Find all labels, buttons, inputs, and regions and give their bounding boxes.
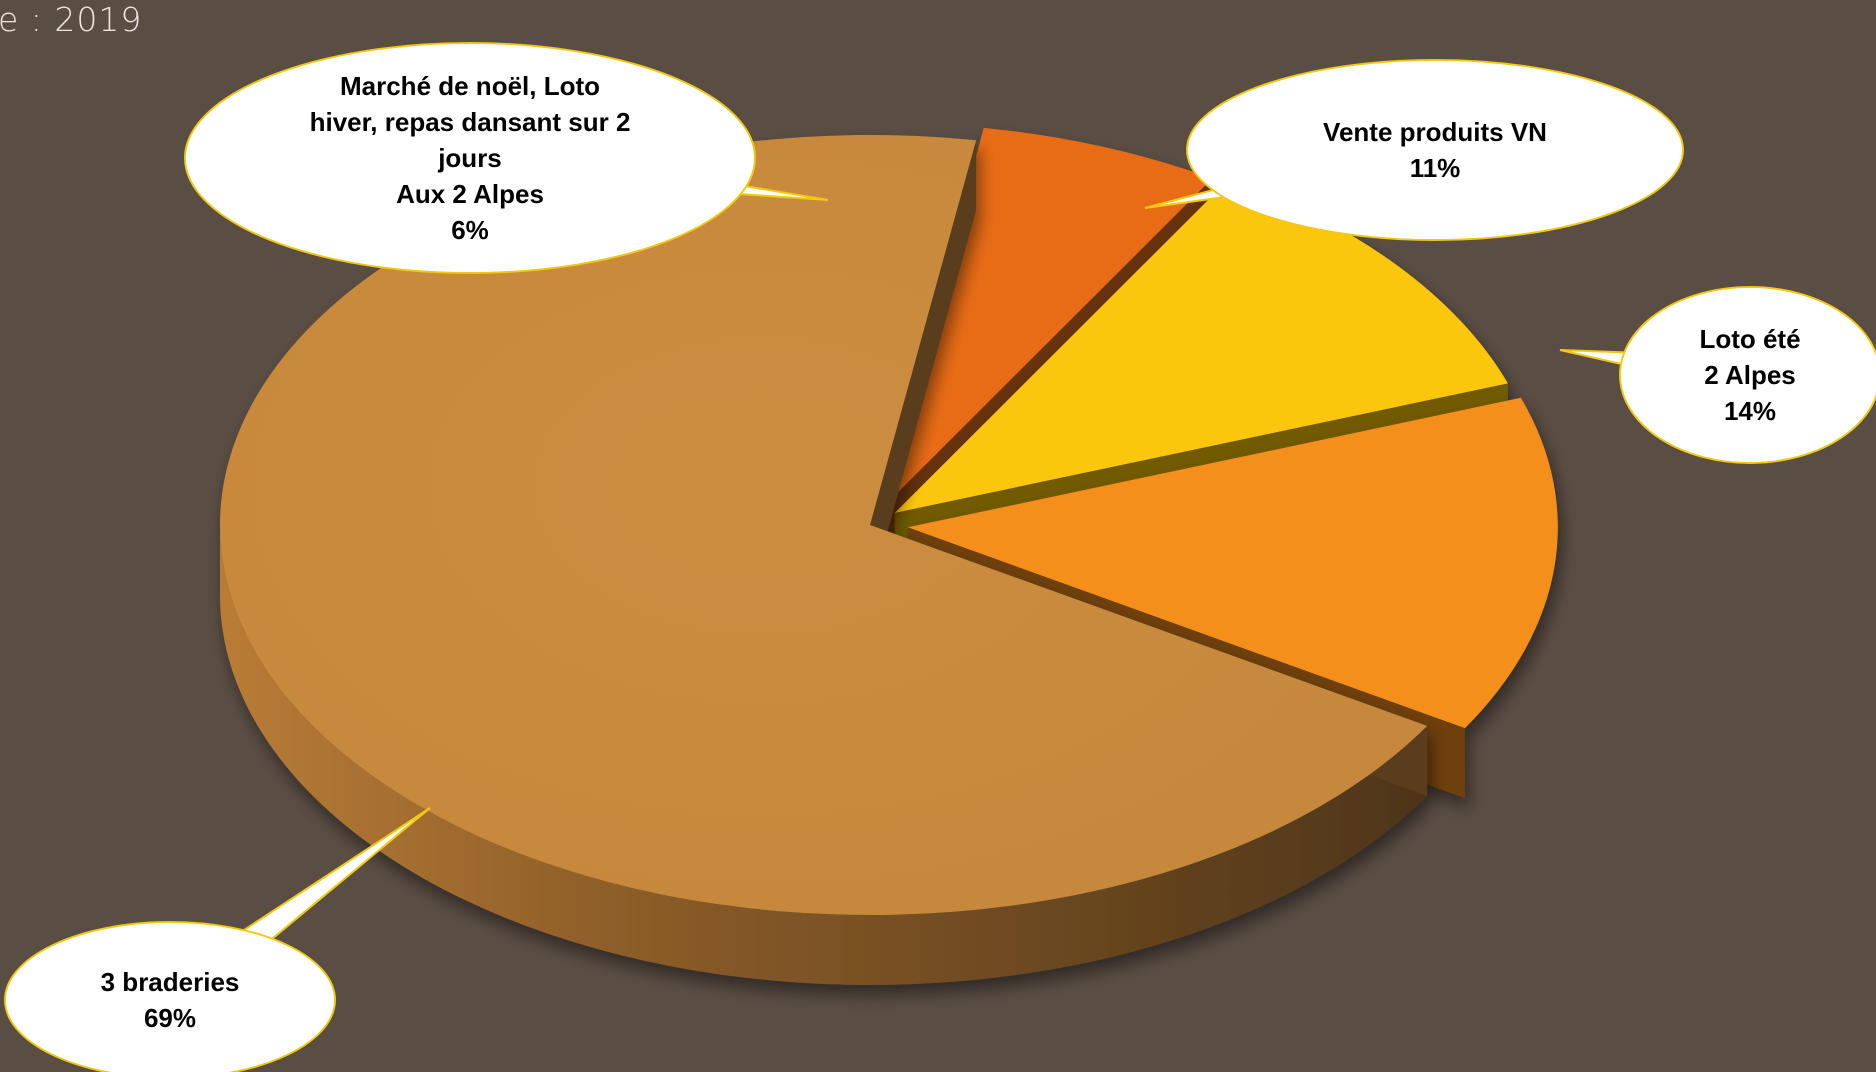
slice-top-4 — [907, 397, 1558, 729]
slice-label-1: 3 braderies 69% — [101, 967, 240, 1033]
slice-label-3: Vente produits VN 11% — [1323, 117, 1547, 183]
pie-slice-1 — [219, 135, 1428, 986]
callout-4: Loto été 2 Alpes 14% — [1559, 286, 1876, 464]
slice-side-1 — [220, 525, 1428, 986]
slice-top-3 — [894, 178, 1508, 513]
slice-label-2: Marché de noël, Loto hiver, repas dansant… — [310, 71, 631, 245]
chart-title: e : 2019 — [0, 0, 143, 39]
slice-top-1 — [219, 135, 1428, 915]
slice-face-1-1 — [870, 140, 977, 595]
callout-3: Vente produits VN 11% — [1144, 59, 1684, 241]
callout-2: Marché de noël, Loto hiver, repas dansant… — [184, 42, 829, 274]
slice-label-4: Loto été 2 Alpes 14% — [1699, 324, 1800, 426]
callout-1: 3 braderies 69% — [4, 807, 431, 1072]
